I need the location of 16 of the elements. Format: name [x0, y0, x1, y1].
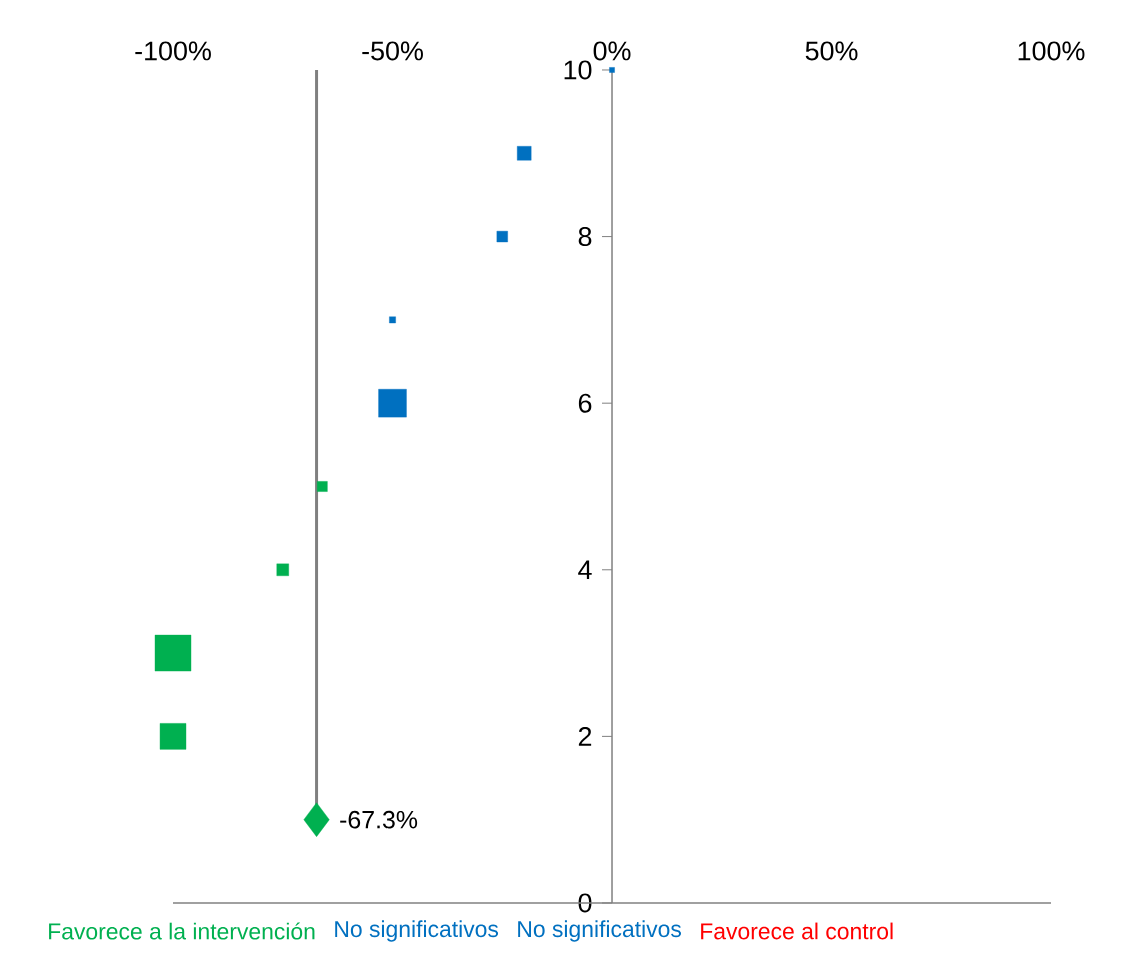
x-tick-label: 0%	[593, 41, 631, 61]
x-tick-label: 50%	[805, 41, 858, 61]
annotation: -67.3%	[340, 810, 418, 829]
y-tick-label: 6	[578, 393, 592, 413]
text: Favorece al control	[701, 922, 893, 940]
text: Favorece a la intervención	[49, 922, 315, 940]
x-tick-label: -50%	[362, 41, 423, 61]
x-tick-label: -100%	[135, 41, 211, 61]
y-tick-label: 4	[578, 560, 592, 580]
text: No significativos	[335, 920, 499, 942]
x-tick-label: 100%	[1018, 41, 1085, 61]
y-tick-label: 0	[578, 893, 592, 913]
y-tick-label: 10	[564, 60, 592, 80]
y-tick-label: 2	[578, 726, 592, 746]
text: No significativos	[518, 920, 681, 942]
y-tick-label: 8	[578, 227, 592, 247]
